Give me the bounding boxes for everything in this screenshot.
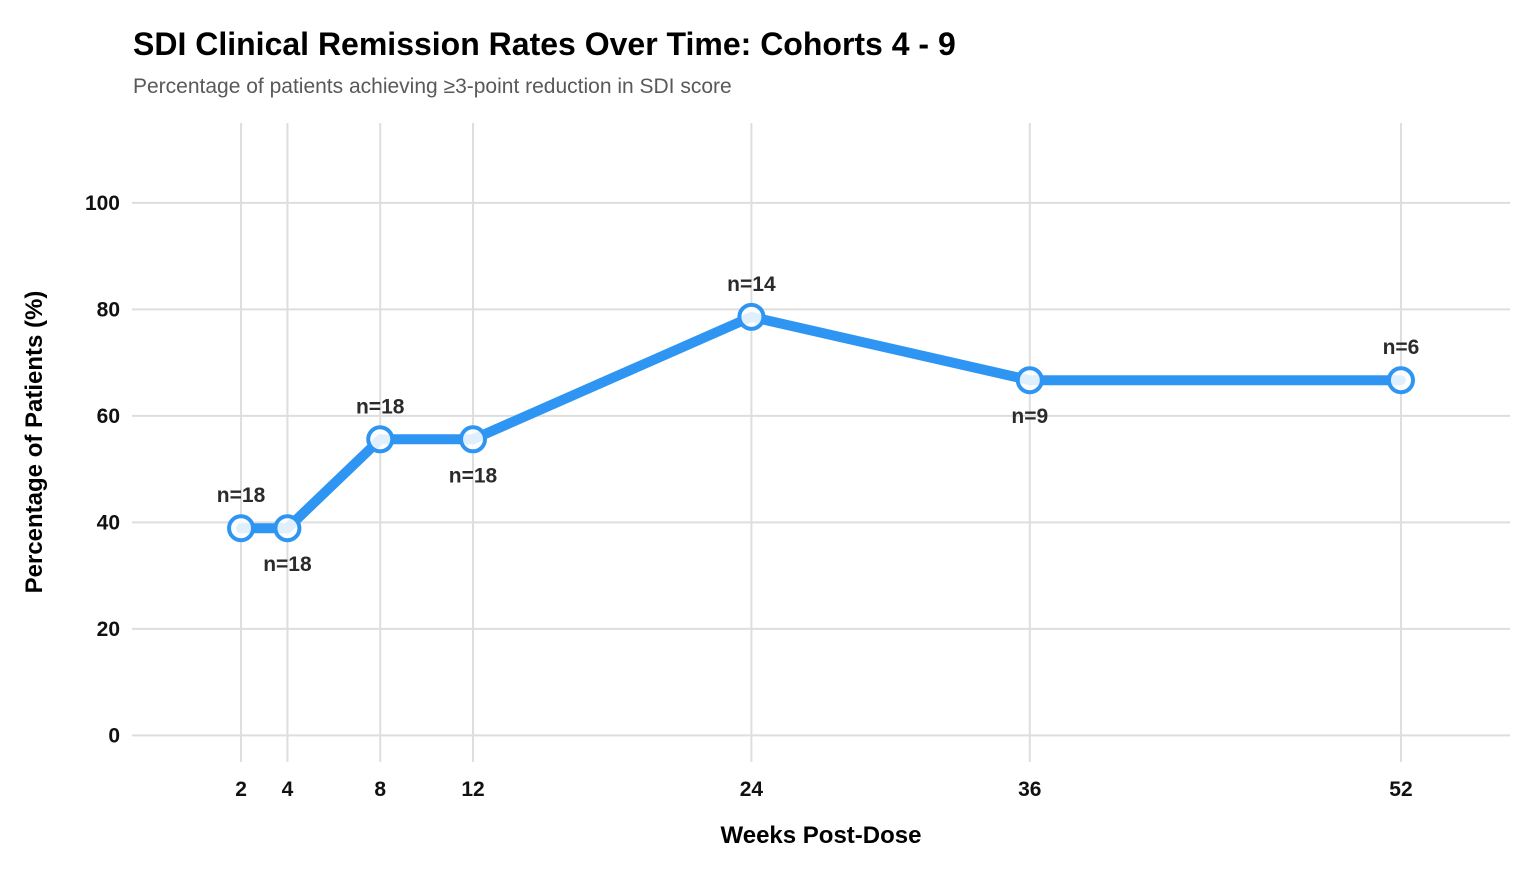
point-count-label: n=18 bbox=[449, 464, 498, 487]
data-point bbox=[1386, 366, 1415, 395]
y-tick-label: 0 bbox=[108, 724, 120, 747]
x-tick-label: 24 bbox=[740, 778, 764, 801]
y-tick-labels: 0 20 40 60 80 100 bbox=[85, 192, 120, 748]
marker-layer bbox=[227, 302, 1415, 543]
data-point bbox=[273, 514, 302, 543]
point-count-label: n=9 bbox=[1011, 405, 1048, 428]
point-count-label: n=18 bbox=[263, 553, 312, 576]
series-layer bbox=[236, 311, 1406, 534]
data-point bbox=[1015, 366, 1044, 395]
y-tick-label: 20 bbox=[97, 618, 120, 641]
data-point bbox=[459, 425, 488, 454]
x-tick-label: 52 bbox=[1389, 778, 1412, 801]
point-count-label: n=18 bbox=[217, 484, 266, 507]
x-tick-labels: 2 4 8 12 24 36 52 bbox=[235, 778, 1412, 801]
x-tick-label: 36 bbox=[1018, 778, 1041, 801]
x-tick-label: 8 bbox=[374, 778, 386, 801]
point-count-label: n=18 bbox=[356, 395, 405, 418]
vertical-gridlines bbox=[240, 123, 1402, 762]
y-axis-title: Percentage of Patients (%) bbox=[21, 291, 48, 594]
point-count-labels: n=18 n=18 n=18 n=18 n=14 n=9 n=6 bbox=[217, 273, 1420, 576]
y-tick-label: 60 bbox=[97, 405, 120, 428]
chart-title: SDI Clinical Remission Rates Over Time: … bbox=[133, 26, 956, 62]
data-point bbox=[366, 425, 395, 454]
chart-subtitle: Percentage of patients achieving ≥3-poin… bbox=[133, 75, 732, 98]
horizontal-gridlines bbox=[132, 201, 1510, 737]
y-tick-label: 100 bbox=[85, 192, 120, 215]
point-count-label: n=14 bbox=[727, 273, 776, 296]
x-tick-label: 12 bbox=[461, 778, 484, 801]
y-tick-label: 80 bbox=[97, 298, 120, 321]
y-tick-label: 40 bbox=[97, 511, 120, 534]
x-tick-label: 2 bbox=[235, 778, 247, 801]
trend-line bbox=[236, 311, 1406, 534]
data-point bbox=[737, 302, 766, 331]
x-tick-label: 4 bbox=[282, 778, 294, 801]
x-axis-title: Weeks Post-Dose bbox=[721, 822, 922, 849]
data-point bbox=[227, 514, 256, 543]
point-count-label: n=6 bbox=[1383, 336, 1420, 359]
